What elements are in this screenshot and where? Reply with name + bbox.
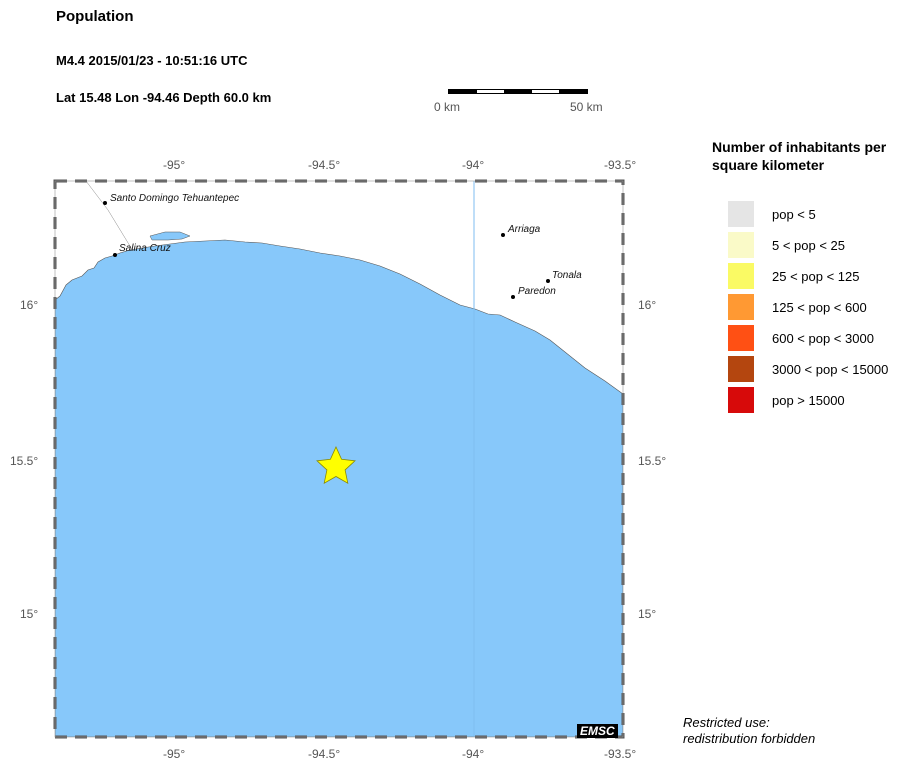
scale-label-end: 50 km [570,100,603,114]
legend-swatch [728,387,754,413]
axis-bottom-label: -95° [163,747,186,761]
legend-swatch [728,325,754,351]
axis-left-label: 15.5° [10,454,39,468]
axis-top-label: -94.5° [308,158,341,172]
axis-right-label: 16° [638,298,657,312]
location-info: Lat 15.48 Lon -94.46 Depth 60.0 km [56,90,272,105]
axis-top-label: -94° [462,158,485,172]
city-dot [103,201,107,205]
legend-title: Number of inhabitants per square kilomet… [712,139,887,173]
axis-left-label: 15° [20,607,39,621]
city-dot [511,295,515,299]
emsc-logo: EMSC [577,724,618,738]
axis-right-label: 15.5° [638,454,667,468]
axis-bottom-label: -94.5° [308,747,341,761]
scale-bar [448,89,588,94]
river-line [107,209,134,252]
axis-top-label: -93.5° [604,158,637,172]
scale-label-start: 0 km [434,100,461,114]
legend-label: 600 < pop < 3000 [772,331,874,346]
legend-swatch [728,232,754,258]
city-label: Tonala [552,270,582,281]
legend-label: 25 < pop < 125 [772,269,860,284]
usage-note: Restricted use: redistribution forbidden [683,715,815,747]
river-line [85,181,109,211]
axis-bottom-label: -94° [462,747,485,761]
axis-top-label: -95° [163,158,186,172]
usage-note-line: redistribution forbidden [683,731,816,746]
city-label: Salina Cruz [119,243,171,254]
map-title: Population [56,8,134,25]
epicenter-star-icon[interactable] [316,446,356,484]
legend-swatch [728,356,754,382]
city-label: Paredon [518,286,556,297]
legend-label: 125 < pop < 600 [772,300,867,315]
axis-left-label: 16° [20,298,39,312]
axis-right-label: 15° [638,607,657,621]
usage-note-line: Restricted use: [683,715,770,730]
legend-label: 3000 < pop < 15000 [772,362,889,377]
event-info: M4.4 2015/01/23 - 10:51:16 UTC [56,53,248,68]
legend-swatch [728,201,754,227]
city-label: Santo Domingo Tehuantepec [110,193,239,204]
axis-bottom-label: -93.5° [604,747,637,761]
legend-swatch [728,294,754,320]
map-frame-inner [54,180,624,738]
city-dot [113,253,117,257]
legend-swatch [728,263,754,289]
legend-label: pop < 5 [772,207,816,222]
city-dot [501,233,505,237]
city-dot [546,279,550,283]
lagoon [149,231,191,241]
legend-label: pop > 15000 [772,393,845,408]
city-label: Arriaga [507,224,541,235]
legend-label: 5 < pop < 25 [772,238,846,253]
sea-area [55,239,623,737]
